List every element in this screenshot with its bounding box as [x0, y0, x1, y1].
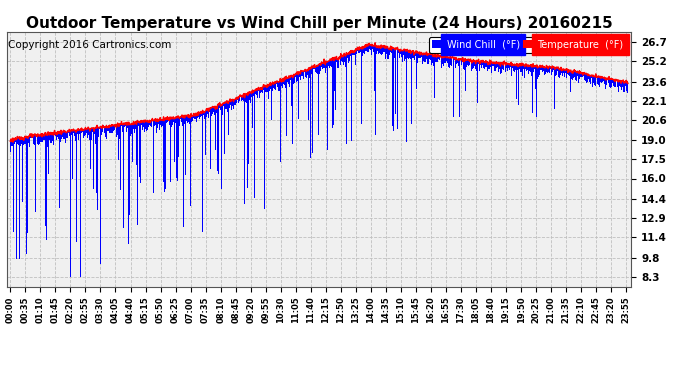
Text: Copyright 2016 Cartronics.com: Copyright 2016 Cartronics.com [8, 39, 171, 50]
Legend: Wind Chill  (°F), Temperature  (°F): Wind Chill (°F), Temperature (°F) [429, 37, 627, 52]
Title: Outdoor Temperature vs Wind Chill per Minute (24 Hours) 20160215: Outdoor Temperature vs Wind Chill per Mi… [26, 16, 613, 31]
